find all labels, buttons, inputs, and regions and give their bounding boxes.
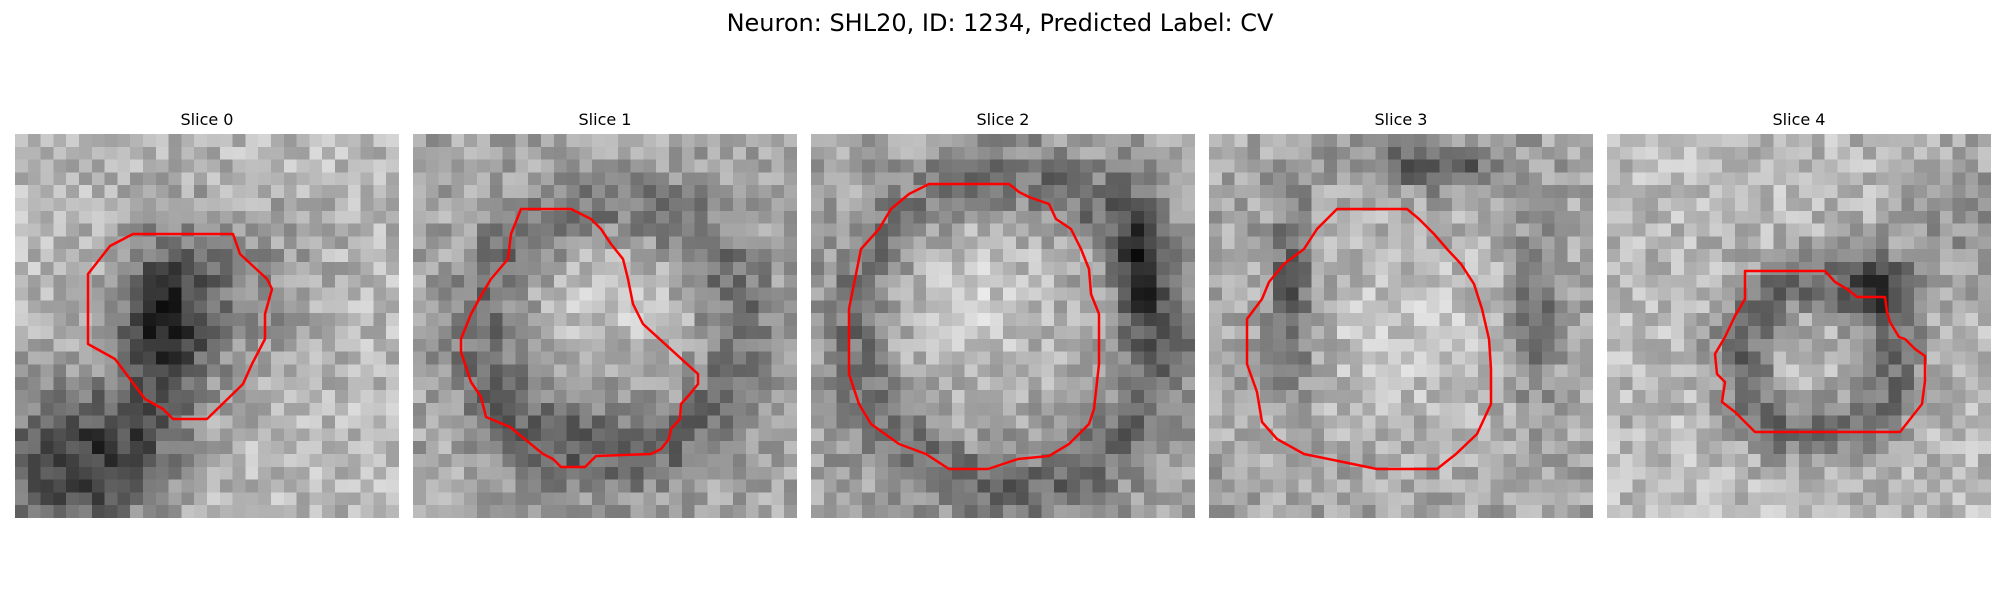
slice-title: Slice 4 — [1772, 110, 1826, 129]
slice-panel-1: Slice 1 — [413, 108, 797, 518]
segmentation-contour — [459, 207, 700, 469]
slice-title: Slice 2 — [976, 110, 1030, 129]
slice-panel-2: Slice 2 — [811, 108, 1195, 518]
slice-image — [1607, 134, 1991, 518]
slice-image — [15, 134, 399, 518]
grayscale-image — [413, 134, 797, 518]
slice-title: Slice 0 — [180, 110, 234, 129]
segmentation-contour — [1245, 207, 1493, 471]
slice-image — [413, 134, 797, 518]
slice-title: Slice 3 — [1374, 110, 1428, 129]
slice-image — [811, 134, 1195, 518]
slice-title: Slice 1 — [578, 110, 632, 129]
slice-panel-4: Slice 4 — [1607, 108, 1991, 518]
slice-image — [1209, 134, 1593, 518]
slice-panel-0: Slice 0 — [15, 108, 399, 518]
slice-panel-3: Slice 3 — [1209, 108, 1593, 518]
figure-title: Neuron: SHL20, ID: 1234, Predicted Label… — [726, 9, 1274, 37]
segmentation-contour — [86, 232, 274, 421]
segmentation-contour — [847, 182, 1101, 471]
grayscale-image — [1209, 134, 1593, 518]
grayscale-image — [1607, 134, 1991, 518]
grayscale-image — [15, 134, 399, 518]
segmentation-contour — [1713, 269, 1927, 434]
grayscale-image — [811, 134, 1195, 518]
